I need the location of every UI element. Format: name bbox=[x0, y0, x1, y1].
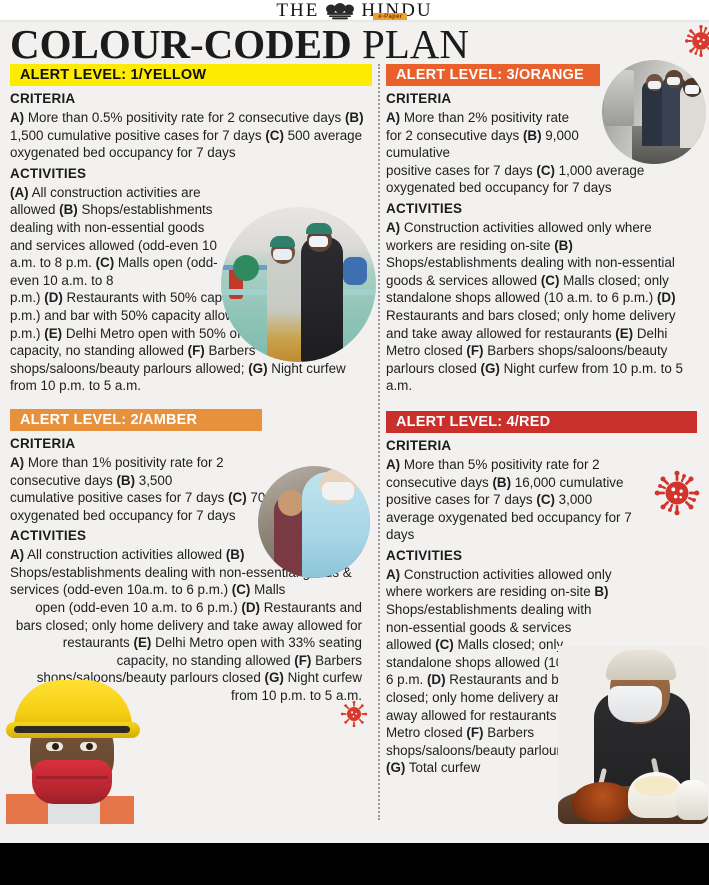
activities-text-4: A) Construction activities allowed only … bbox=[386, 566, 612, 776]
criteria-label-4: CRITERIA bbox=[386, 437, 452, 453]
page-title-light: PLAN bbox=[351, 21, 470, 67]
criteria-text-3-top: A) More than 2% positivity rate for 2 co… bbox=[386, 110, 579, 161]
criteria-text-1: A) More than 0.5% positivity rate for 2 … bbox=[10, 110, 364, 161]
criteria-label-1: CRITERIA bbox=[10, 91, 76, 106]
level-3-orange-block: ALERT LEVEL: 3/ORANGE CRITERIA A) More t… bbox=[386, 64, 701, 395]
coronavirus-icon bbox=[685, 25, 709, 57]
criteria-text-2-rest: cumulative positive cases for 7 days (C)… bbox=[10, 490, 325, 523]
coronavirus-icon bbox=[340, 700, 368, 728]
construction-worker-photo bbox=[0, 676, 144, 824]
hospital-ward-photo bbox=[221, 207, 376, 362]
footer-bar bbox=[0, 843, 709, 885]
activities-text-3: A) Construction activities allowed only … bbox=[386, 219, 683, 394]
activities-label-3: ACTIVITIES bbox=[386, 200, 463, 216]
criteria-text-3-rest: positive cases for 7 days (C) 1,000 aver… bbox=[386, 162, 645, 196]
activities-text-1-part: (A) All construction activities are allo… bbox=[10, 184, 218, 288]
level-1-yellow-block: ALERT LEVEL: 1/YELLOW CRITERIA A) More t… bbox=[10, 64, 372, 395]
criteria-label-3: CRITERIA bbox=[386, 91, 452, 106]
right-column: ALERT LEVEL: 3/ORANGE CRITERIA A) More t… bbox=[386, 64, 701, 824]
alert-level-3-header: ALERT LEVEL: 3/ORANGE bbox=[386, 64, 600, 86]
activities-label-1: ACTIVITIES bbox=[10, 165, 87, 181]
food-delivery-photo bbox=[558, 646, 708, 824]
epaper-badge[interactable]: e-Paper bbox=[373, 13, 408, 21]
criteria-text-2-top: A) More than 1% positivity rate for 2 co… bbox=[10, 454, 224, 488]
activities-label-4: ACTIVITIES bbox=[386, 547, 463, 563]
metro-commuters-photo bbox=[602, 60, 706, 164]
level-2-amber-block: ALERT LEVEL: 2/AMBER CRITERIA A) More th… bbox=[10, 408, 372, 705]
alert-level-2-header: ALERT LEVEL: 2/AMBER bbox=[10, 408, 262, 431]
swab-test-photo bbox=[258, 466, 370, 578]
activities-label-2: ACTIVITIES bbox=[10, 528, 87, 544]
alert-level-4-header: ALERT LEVEL: 4/RED bbox=[386, 410, 697, 433]
page-title-bold: COLOUR-CODED bbox=[10, 21, 352, 67]
alert-level-1-header: ALERT LEVEL: 1/YELLOW bbox=[10, 64, 372, 86]
lion-capital-emblem-icon bbox=[321, 2, 359, 20]
masthead-the: THE bbox=[276, 0, 320, 21]
level-4-red-block: ALERT LEVEL: 4/RED CRITERIA A) More than… bbox=[386, 410, 701, 777]
dotted-column-divider bbox=[378, 64, 380, 820]
coronavirus-icon bbox=[654, 470, 700, 516]
criteria-label-2: CRITERIA bbox=[10, 435, 76, 451]
left-column: ALERT LEVEL: 1/YELLOW CRITERIA A) More t… bbox=[10, 64, 372, 824]
masthead: THE HINDU e-Paper bbox=[0, 0, 709, 22]
page-title: COLOUR-CODED PLAN bbox=[0, 21, 709, 67]
criteria-text-4: A) More than 5% positivity rate for 2 co… bbox=[386, 456, 632, 543]
activities-text-2-rest: open (odd-even 10 a.m. to 6 p.m.) (D) Re… bbox=[15, 600, 362, 704]
masthead-rule bbox=[0, 20, 709, 22]
